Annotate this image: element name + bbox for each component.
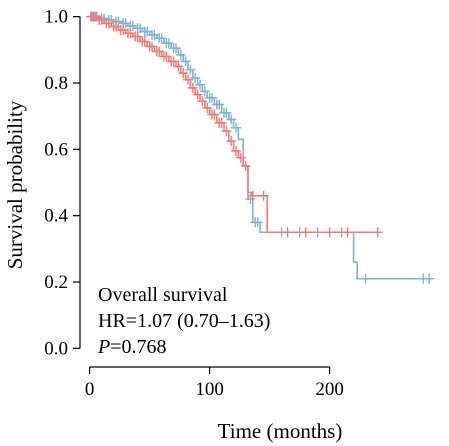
censor-mark <box>258 190 269 201</box>
censor-mark <box>216 117 227 128</box>
censor-mark <box>221 126 232 137</box>
censor-mark <box>235 152 246 163</box>
survival-series-1 <box>87 11 435 284</box>
pvalue-value: =0.768 <box>110 336 166 358</box>
censor-mark <box>231 122 241 133</box>
censor-mark <box>127 20 138 31</box>
curves-layer <box>85 11 435 284</box>
censor-mark <box>178 68 189 79</box>
censor-mark <box>199 86 210 97</box>
censor-mark <box>240 160 251 171</box>
survival-curve <box>89 15 433 280</box>
censor-mark <box>324 227 335 238</box>
censor-mark <box>342 227 353 238</box>
censor-mark <box>168 56 179 67</box>
censor-mark <box>252 217 263 228</box>
censor-mark <box>195 79 205 90</box>
survival-series-2 <box>85 11 383 238</box>
x-axis-title: Time (months) <box>218 419 343 443</box>
censor-mark <box>202 102 213 113</box>
censor-mark <box>163 38 174 49</box>
x-tick-label: 0 <box>85 379 95 400</box>
annotation-block: Overall survival HR=1.07 (0.70–1.63) P=0… <box>97 284 270 358</box>
censor-mark <box>173 61 184 72</box>
y-tick-label: 0.2 <box>44 272 68 293</box>
annotation-pvalue: P=0.768 <box>97 336 167 358</box>
censor-mark <box>156 33 167 44</box>
y-tick-label: 0.0 <box>44 338 68 359</box>
censor-mark <box>231 145 241 156</box>
censor-mark <box>161 51 172 62</box>
censor-mark <box>226 136 237 147</box>
censor-mark <box>132 31 143 42</box>
censor-mark <box>197 96 208 107</box>
censor-mark <box>247 190 258 201</box>
censor-mark <box>300 227 311 238</box>
censor-mark <box>147 41 157 52</box>
censor-mark <box>171 43 181 54</box>
y-tick-label: 0.4 <box>44 206 68 227</box>
censor-mark <box>209 109 220 120</box>
censor-mark <box>282 227 293 238</box>
censor-mark <box>192 89 203 100</box>
censor-mark <box>207 92 217 103</box>
censor-mark <box>185 64 196 75</box>
annotation-title: Overall survival <box>98 284 228 306</box>
y-tick-label: 1.0 <box>44 7 68 28</box>
censor-mark <box>190 73 201 84</box>
censor-mark <box>139 36 150 47</box>
censor-mark <box>180 56 191 67</box>
censor-mark <box>360 273 371 284</box>
censor-mark <box>154 46 165 57</box>
censor-mark <box>372 227 383 238</box>
x-ticks: 0 100 200 <box>85 367 344 400</box>
censor-mark <box>226 114 237 125</box>
y-tick-label: 0.8 <box>44 73 68 94</box>
x-tick-label: 100 <box>195 379 224 400</box>
x-tick-label: 200 <box>315 379 344 400</box>
y-ticks: 0.0 0.2 0.4 0.6 0.8 1.0 <box>44 7 80 359</box>
censor-mark <box>187 82 198 93</box>
censor-mark <box>221 107 232 118</box>
annotation-hr: HR=1.07 (0.70–1.63) <box>98 310 270 332</box>
censor-mark <box>183 74 193 85</box>
y-axis-title: Survival probability <box>3 100 27 269</box>
pvalue-label: P <box>97 336 110 358</box>
y-tick-label: 0.6 <box>44 139 68 160</box>
censor-mark <box>214 99 225 110</box>
censor-mark <box>424 273 435 284</box>
censor-mark <box>120 18 131 29</box>
censor-mark <box>175 49 186 60</box>
censor-mark <box>113 16 124 27</box>
